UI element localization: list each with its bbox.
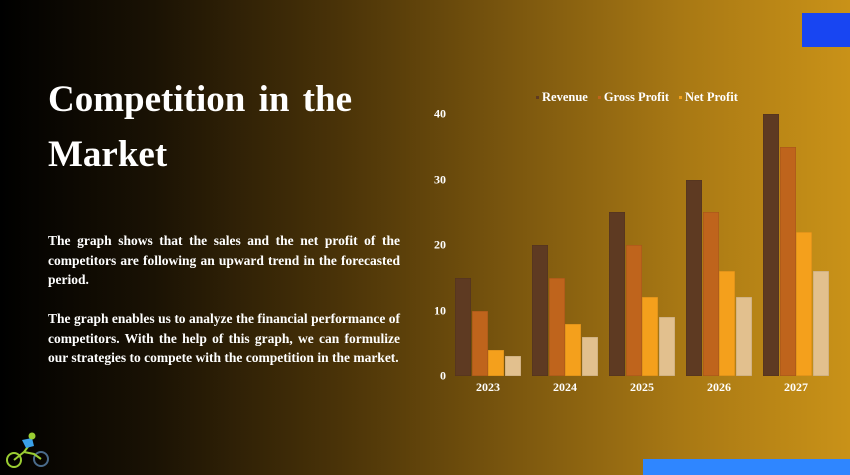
y-tick-label: 20	[434, 237, 446, 252]
legend-item: Gross Profit	[597, 90, 669, 105]
bar	[642, 297, 658, 376]
legend-swatch	[678, 96, 682, 99]
legend-item: Net Profit	[678, 90, 738, 105]
bar	[504, 356, 521, 376]
x-tick-label: 2026	[707, 380, 731, 394]
bar	[702, 212, 719, 376]
y-tick-label: 40	[434, 106, 446, 121]
bar	[455, 277, 471, 376]
bar	[532, 245, 548, 376]
bar	[763, 114, 779, 376]
bar	[658, 317, 675, 376]
bar	[796, 231, 812, 376]
bar	[471, 310, 488, 376]
bar	[609, 212, 625, 376]
bar	[735, 297, 752, 376]
y-tick-label: 10	[434, 303, 446, 317]
legend-label: Revenue	[542, 90, 588, 104]
bar	[719, 271, 735, 376]
x-tick-label: 2027	[784, 380, 808, 394]
bar-chart: Revenue Gross Profit Net Profit 0 10 20 30 40 …	[420, 84, 840, 404]
slide-title: Competition in the Market	[48, 79, 352, 175]
legend-label: Gross Profit	[603, 90, 669, 104]
y-tick-label: 0	[440, 368, 446, 383]
chart-legend: Revenue Gross Profit Net Profit	[536, 90, 738, 105]
bar	[581, 336, 598, 376]
legend-swatch	[597, 96, 601, 99]
paragraph-1: The graph shows that the sales and the n…	[48, 233, 400, 287]
paragraph-2: The graph enables us to analyze the fina…	[48, 311, 400, 365]
cyclist-mountain-bike-icon	[6, 432, 49, 468]
accent-block-bottom-right	[643, 459, 850, 475]
legend-item: Revenue	[536, 90, 588, 105]
bar	[686, 179, 702, 376]
bar	[812, 271, 829, 376]
x-tick-label: 2023	[476, 380, 500, 394]
bar	[779, 146, 796, 376]
bar	[565, 323, 581, 376]
bar	[625, 245, 642, 376]
bar	[548, 277, 565, 376]
legend-label: Net Profit	[684, 90, 738, 104]
x-tick-label: 2025	[630, 380, 654, 394]
plot-area	[454, 114, 834, 376]
x-tick-label: 2024	[553, 380, 577, 394]
legend-swatch	[536, 96, 539, 99]
y-tick-label: 30	[434, 172, 446, 186]
bar	[488, 349, 504, 376]
accent-block-top-right	[802, 13, 850, 47]
